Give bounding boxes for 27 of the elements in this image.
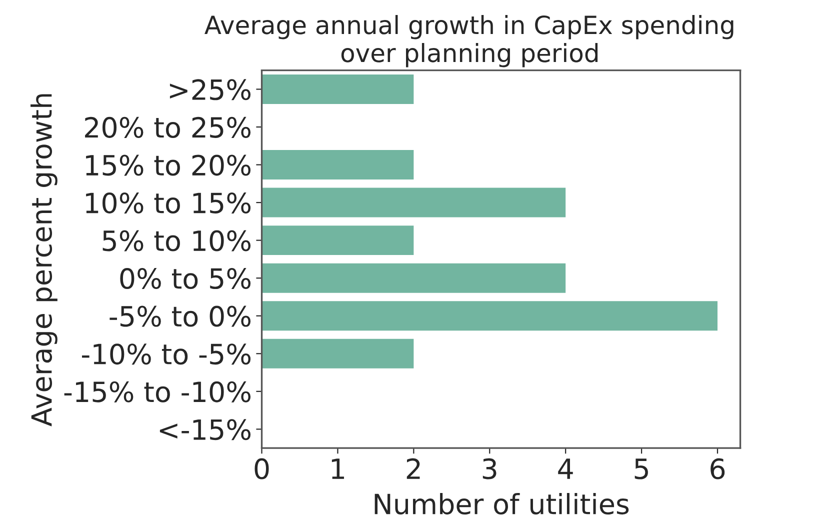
x-tick-label: 1 bbox=[332, 458, 344, 479]
y-tick-label: 15% to 20% bbox=[86, 154, 251, 176]
x-tick-label: 5 bbox=[634, 458, 648, 480]
y-tick-label: <-15% bbox=[160, 419, 251, 440]
x-tick-label: 2 bbox=[406, 458, 420, 479]
y-tick-label: -5% to 0% bbox=[110, 306, 251, 327]
bar bbox=[262, 263, 566, 293]
y-axis-title: Average percent growth bbox=[30, 94, 58, 426]
x-axis-title: Number of utilities bbox=[374, 493, 629, 514]
chart-title: Average annual growth in CapEx spending over planning period bbox=[204, 15, 734, 68]
x-tick-label: 0 bbox=[254, 458, 269, 480]
y-tick-label: 20% to 25% bbox=[85, 116, 251, 138]
y-tick-label: 0% to 5% bbox=[120, 268, 251, 290]
bar bbox=[262, 188, 566, 218]
y-tick-label: 5% to 10% bbox=[102, 230, 251, 252]
y-tick-label: -10% to -5% bbox=[82, 344, 251, 365]
bar bbox=[262, 226, 414, 256]
bar bbox=[262, 338, 414, 368]
bar bbox=[262, 150, 414, 180]
y-tick-label: >25% bbox=[170, 79, 250, 100]
bar bbox=[262, 74, 414, 104]
y-tick-label: -15% to -10% bbox=[64, 381, 251, 402]
bar bbox=[262, 301, 718, 331]
x-tick-label: 6 bbox=[710, 458, 725, 480]
x-tick-label: 4 bbox=[558, 458, 573, 479]
x-tick-label: 3 bbox=[482, 458, 496, 480]
y-tick-label: 10% to 15% bbox=[86, 192, 251, 214]
